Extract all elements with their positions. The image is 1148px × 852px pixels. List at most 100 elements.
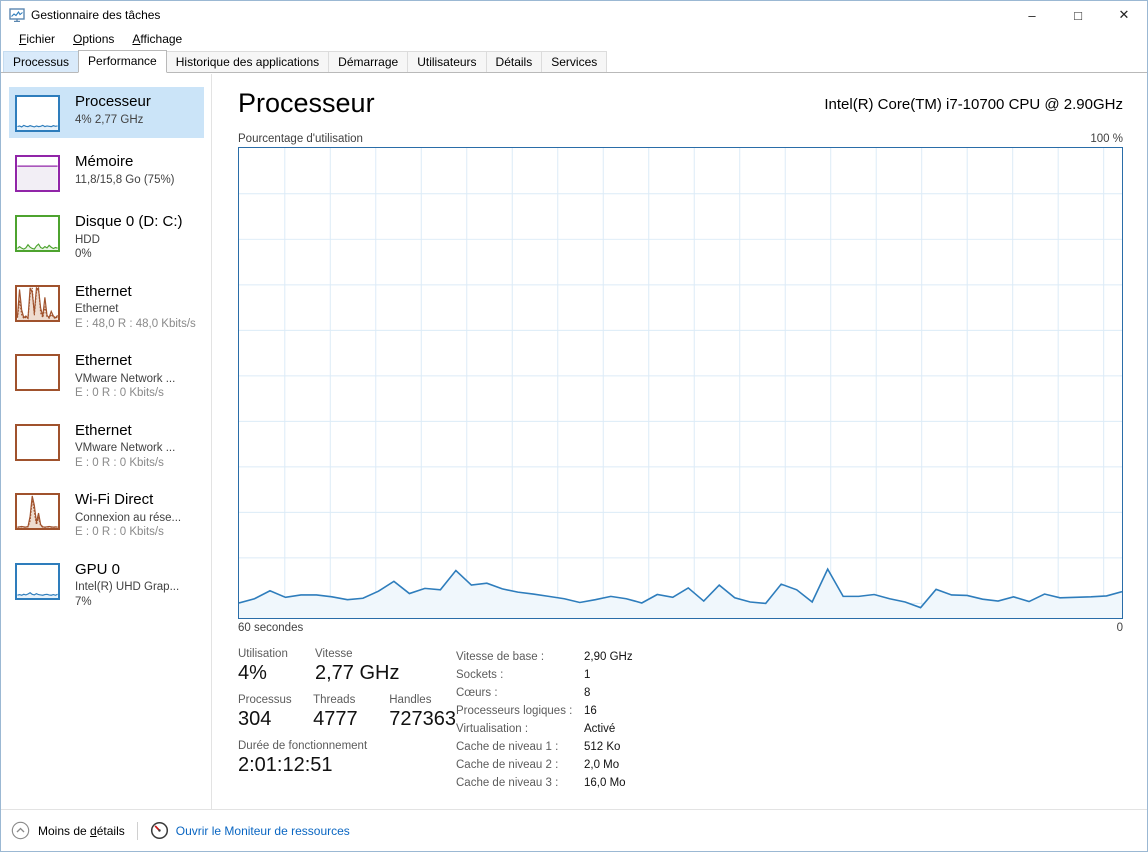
- tab-historique-applications[interactable]: Historique des applications: [165, 51, 330, 72]
- menu-affichage[interactable]: Affichage: [123, 30, 191, 49]
- resource-monitor-gauge-icon: [150, 821, 168, 840]
- performance-sidebar: Processeur 4% 2,77 GHz Mémoire 11,8/15,8…: [1, 74, 212, 809]
- spec-value: Activé: [584, 723, 616, 735]
- cpu-spec-list: Vitesse de base : 2,90 GHz Sockets : 1 Cœu…: [456, 648, 633, 792]
- menu-options[interactable]: Options: [64, 30, 123, 49]
- less-details-label: Moins de détails: [38, 824, 125, 838]
- titlebar: Gestionnaire des tâches – □ ✕: [1, 1, 1147, 29]
- sidebar-item-gpu0[interactable]: GPU 0 Intel(R) UHD Grap... 7%: [9, 555, 204, 616]
- sidebar-item-subtitle: Ethernet: [75, 303, 119, 316]
- spec-label: Cache de niveau 3 :: [456, 777, 559, 789]
- tab-services[interactable]: Services: [541, 51, 608, 72]
- tab-processus[interactable]: Processus: [3, 51, 80, 72]
- less-details-rest: étails: [96, 823, 125, 838]
- sidebar-item-value: 0%: [75, 248, 92, 261]
- sidebar-item-subtitle: 4% 2,77 GHz: [75, 113, 144, 126]
- sidebar-item-title: Ethernet: [75, 421, 132, 439]
- cpu-performance-panel: Processeur Intel(R) Core(TM) i7-10700 CP…: [212, 74, 1147, 809]
- sidebar-item-title: GPU 0: [75, 560, 121, 578]
- cpu-stats: Utilisation 4% Vitesse 2,77 GHz Processu…: [238, 648, 1123, 792]
- footer-bar: Moins de détails Ouvrir le Moniteur de r…: [1, 809, 1147, 851]
- stat-label: Utilisation: [238, 648, 288, 660]
- sidebar-item-subtitle: Connexion au rése...: [75, 511, 182, 524]
- sidebar-item-cpu[interactable]: Processeur 4% 2,77 GHz: [9, 87, 204, 138]
- spec-value: 8: [584, 687, 591, 699]
- sidebar-item-value: 7%: [75, 595, 92, 608]
- menu-affichage-accel: A: [132, 32, 141, 46]
- spec-label: Cache de niveau 2 :: [456, 759, 559, 771]
- memory-thumbnail-chart: [15, 155, 60, 192]
- stat-value-processus: 304: [238, 708, 272, 730]
- tabbar: Processus Performance Historique des app…: [1, 50, 1147, 73]
- stat-label: Handles: [389, 694, 432, 706]
- tab-demarrage[interactable]: Démarrage: [328, 51, 409, 72]
- sidebar-item-ethernet-1[interactable]: Ethernet Ethernet E : 48,0 R : 48,0 Kbit…: [9, 277, 204, 338]
- sidebar-item-title: Ethernet: [75, 282, 132, 300]
- wifi-thumbnail-chart: [15, 493, 60, 530]
- sidebar-item-subtitle: VMware Network ...: [75, 372, 176, 385]
- ethernet-thumbnail-chart: [15, 354, 60, 391]
- gpu-thumbnail-chart: [15, 562, 60, 600]
- sidebar-item-memory[interactable]: Mémoire 11,8/15,8 Go (75%): [9, 147, 204, 198]
- tab-utilisateurs[interactable]: Utilisateurs: [407, 51, 487, 72]
- spec-value: 512 Ko: [584, 741, 621, 753]
- footer-divider: [136, 821, 138, 840]
- resource-monitor-label: Ouvrir le Moniteur de ressources: [175, 823, 350, 838]
- less-details-pre: Moins de: [38, 823, 91, 838]
- spec-label: Virtualisation :: [456, 723, 529, 735]
- spec-label: Cœurs :: [456, 687, 498, 699]
- spec-label: Sockets :: [456, 669, 504, 681]
- sidebar-item-value: E : 48,0 R : 48,0 Kbits/s: [75, 317, 196, 330]
- minimize-button[interactable]: –: [1028, 7, 1036, 23]
- ethernet-thumbnail-chart: [15, 423, 60, 461]
- sidebar-item-wifi-direct[interactable]: Wi-Fi Direct Connexion au rése... E : 0 …: [9, 485, 204, 546]
- stat-value-uptime: 2:01:12:51: [238, 754, 333, 776]
- sidebar-item-title: Ethernet: [75, 352, 132, 369]
- sidebar-item-ethernet-2[interactable]: Ethernet VMware Network ... E : 0 R : 0 …: [9, 346, 204, 407]
- maximize-button[interactable]: □: [1074, 7, 1082, 23]
- cpu-thumbnail-chart: [15, 95, 60, 132]
- chevron-up-circle-icon: [11, 821, 30, 840]
- sidebar-item-value: E : 0 R : 0 Kbits/s: [75, 387, 164, 400]
- sidebar-item-title: Disque 0 (D: C:): [75, 213, 183, 230]
- sidebar-item-ethernet-3[interactable]: Ethernet VMware Network ... E : 0 R : 0 …: [9, 416, 204, 477]
- menu-affichage-rest: ffichage: [140, 32, 183, 46]
- disk-thumbnail-chart: [15, 215, 60, 252]
- cpu-model-name: Intel(R) Core(TM) i7-10700 CPU @ 2.90GHz: [824, 96, 1123, 113]
- less-details-accel: d: [90, 823, 97, 838]
- sidebar-item-title: Wi-Fi Direct: [75, 491, 154, 508]
- stat-value-handles: 727363: [389, 708, 456, 730]
- page-title: Processeur: [238, 88, 375, 118]
- stat-value-threads: 4777: [313, 708, 358, 730]
- chart-x-min-label: 60 secondes: [238, 622, 304, 634]
- menu-fichier[interactable]: Fichier: [10, 30, 64, 49]
- spec-value: 2,90 GHz: [584, 651, 633, 663]
- tab-details[interactable]: Détails: [485, 51, 543, 72]
- sidebar-item-disk0[interactable]: Disque 0 (D: C:) HDD 0%: [9, 207, 204, 268]
- spec-value: 1: [584, 669, 591, 681]
- chart-y-max-label: 100 %: [1090, 133, 1123, 145]
- sidebar-item-title: Processeur: [75, 93, 151, 110]
- spec-value: 16,0 Mo: [584, 777, 626, 789]
- cpu-usage-chart[interactable]: [238, 147, 1123, 619]
- spec-value: 16: [584, 705, 597, 717]
- ethernet-thumbnail-chart: [15, 284, 60, 322]
- sidebar-item-subtitle: Intel(R) UHD Grap...: [75, 581, 180, 594]
- chart-y-axis-label: Pourcentage d'utilisation: [238, 133, 363, 145]
- stat-value-utilisation: 4%: [238, 662, 267, 684]
- menu-options-rest: ptions: [82, 32, 115, 46]
- tab-performance[interactable]: Performance: [78, 50, 167, 73]
- menu-options-accel: O: [73, 32, 83, 46]
- sidebar-item-subtitle: 11,8/15,8 Go (75%): [75, 173, 175, 186]
- stat-label: Threads: [313, 694, 356, 706]
- sidebar-item-subtitle: VMware Network ...: [75, 442, 176, 455]
- chart-x-max-label: 0: [1116, 622, 1123, 634]
- close-button[interactable]: ✕: [1118, 7, 1130, 22]
- menu-fichier-rest: ichier: [26, 32, 56, 46]
- spec-label: Cache de niveau 1 :: [456, 741, 559, 753]
- less-details-button[interactable]: Moins de détails: [11, 821, 125, 840]
- open-resource-monitor-link[interactable]: Ouvrir le Moniteur de ressources: [150, 821, 350, 840]
- sidebar-item-subtitle: HDD: [75, 233, 100, 246]
- sidebar-item-value: E : 0 R : 0 Kbits/s: [75, 456, 164, 469]
